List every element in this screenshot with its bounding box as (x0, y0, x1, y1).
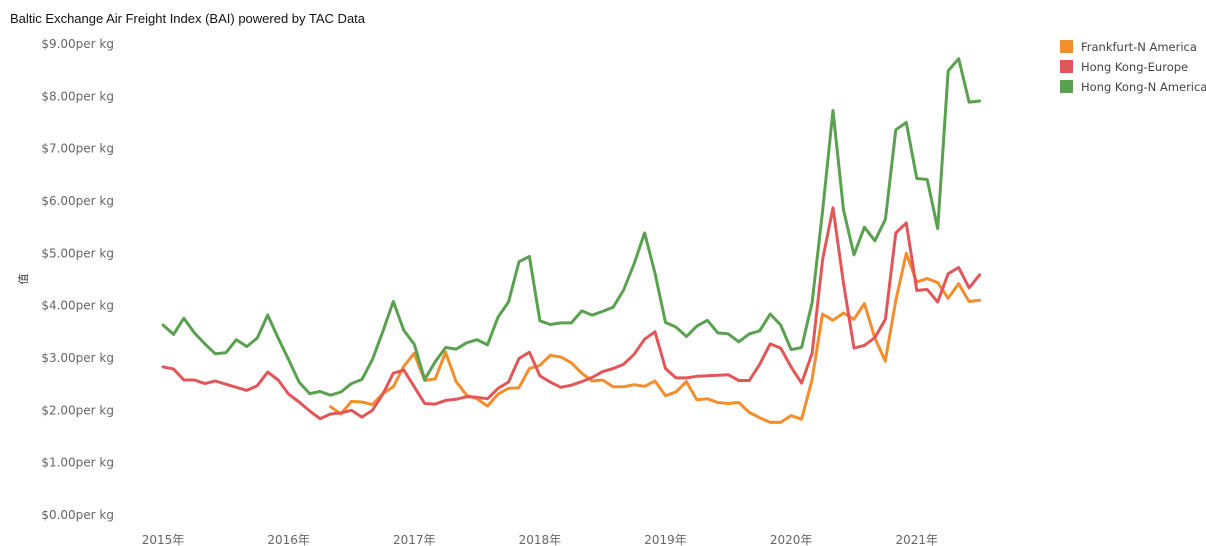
y-tick-label: $0.00per kg (41, 508, 114, 522)
legend-swatch (1060, 60, 1073, 73)
x-tick-label: 2020年 (770, 533, 813, 546)
legend: Frankfurt-N America Hong Kong-Europe Hong … (1060, 40, 1206, 94)
y-axis-label: 值 (17, 274, 30, 285)
y-tick-label: $9.00per kg (41, 37, 114, 51)
y-tick-label: $8.00per kg (41, 89, 114, 103)
x-tick-label: 2021年 (896, 533, 939, 546)
y-tick-label: $5.00per kg (41, 246, 114, 260)
legend-swatch (1060, 40, 1073, 53)
series-line-hong-kong-europe (161, 206, 982, 421)
y-tick-label: $3.00per kg (41, 351, 114, 365)
y-axis-label-text: 值 (17, 274, 30, 285)
y-tick-label: $2.00per kg (41, 403, 114, 417)
x-tick-label: 2017年 (393, 533, 436, 546)
legend-swatch (1060, 80, 1073, 93)
x-axis-ticks: 2015年 2016年 2017年 2018年 2019年 2020年 2021年 (142, 533, 938, 546)
legend-label: Frankfurt-N America (1081, 40, 1197, 54)
x-tick-label: 2015年 (142, 533, 185, 546)
y-tick-label: $4.00per kg (41, 299, 114, 313)
series-line-hong-kong-n-america (161, 57, 982, 397)
y-tick-label: $6.00per kg (41, 194, 114, 208)
y-axis-ticks: $0.00per kg $1.00per kg $2.00per kg $3.00pe… (41, 37, 114, 522)
series-line-frankfurt-n-america (329, 251, 982, 424)
x-tick-label: 2016年 (267, 533, 310, 546)
y-tick-label: $7.00per kg (41, 142, 114, 156)
series-lines (161, 57, 982, 424)
x-tick-label: 2018年 (519, 533, 562, 546)
x-tick-label: 2019年 (644, 533, 687, 546)
chart-title: Baltic Exchange Air Freight Index (BAI) … (10, 11, 366, 26)
y-tick-label: $1.00per kg (41, 456, 114, 470)
legend-label: Hong Kong-Europe (1081, 60, 1188, 74)
legend-label: Hong Kong-N America (1081, 80, 1206, 94)
